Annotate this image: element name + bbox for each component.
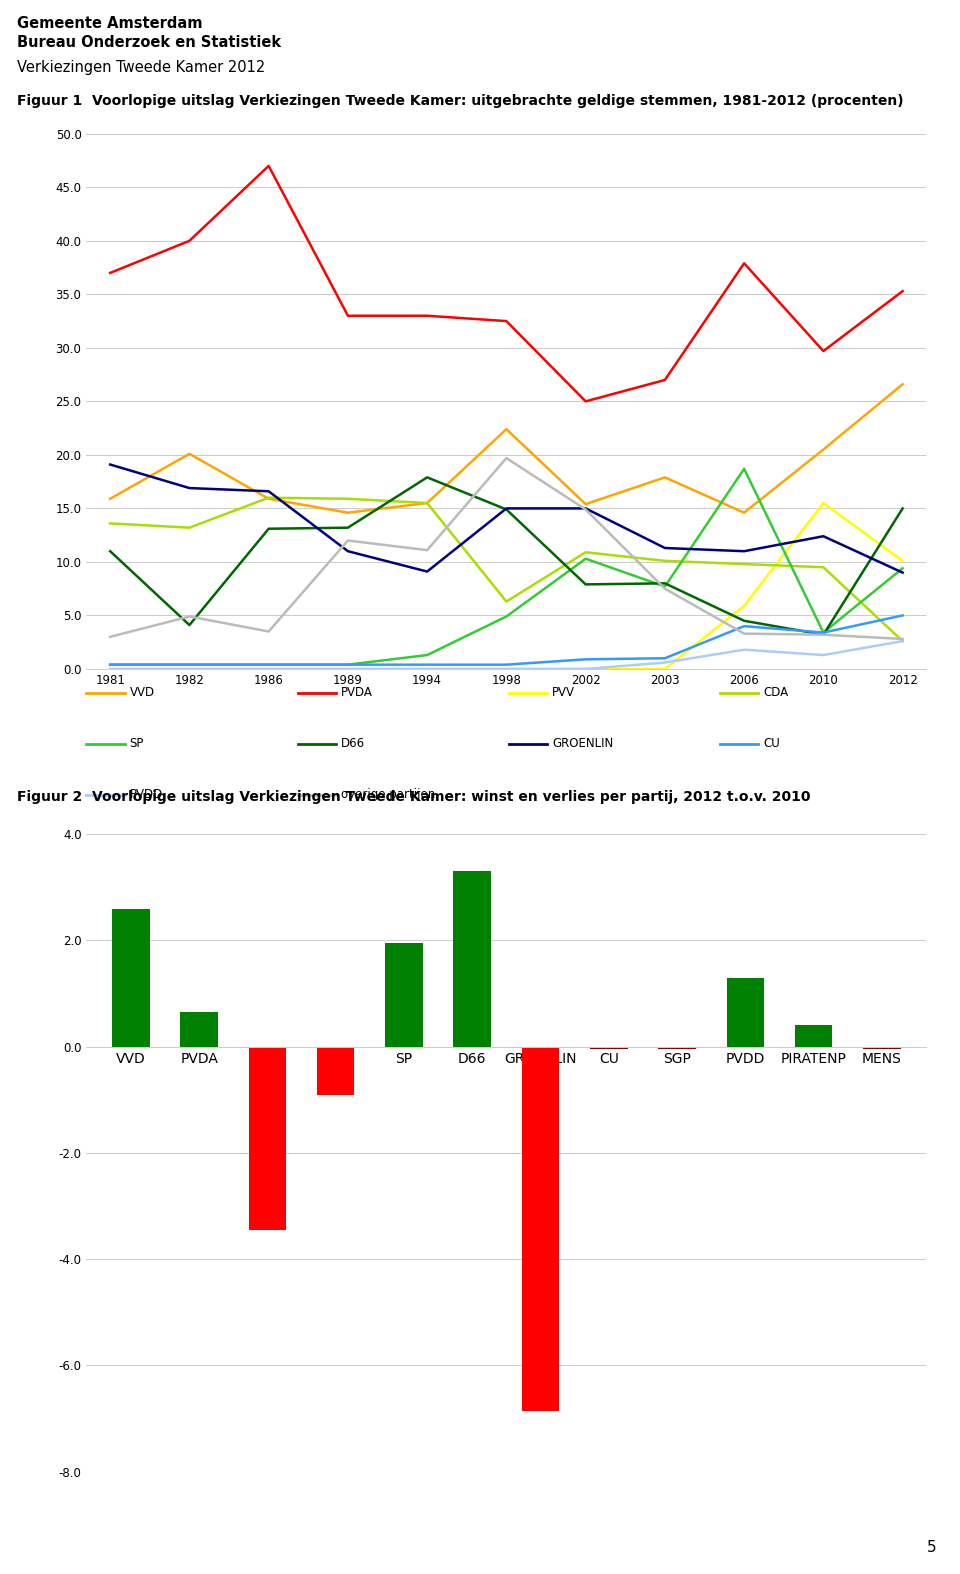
Text: VVD: VVD bbox=[130, 686, 155, 699]
Bar bbox=[522, 1047, 560, 1410]
Bar bbox=[590, 1047, 628, 1050]
Text: GROENLIN: GROENLIN bbox=[552, 737, 613, 751]
Text: overige partijen: overige partijen bbox=[341, 789, 435, 801]
Text: 5: 5 bbox=[926, 1539, 936, 1555]
Bar bbox=[112, 908, 150, 1047]
Bar bbox=[453, 872, 491, 1047]
Bar bbox=[863, 1047, 900, 1050]
Text: SP: SP bbox=[130, 737, 144, 751]
Bar bbox=[317, 1047, 354, 1094]
Text: Figuur 1  Voorlopige uitslag Verkiezingen Tweede Kamer: uitgebrachte geldige ste: Figuur 1 Voorlopige uitslag Verkiezingen… bbox=[17, 94, 904, 109]
Bar bbox=[659, 1047, 696, 1050]
Text: PVV: PVV bbox=[552, 686, 575, 699]
Text: Verkiezingen Tweede Kamer 2012: Verkiezingen Tweede Kamer 2012 bbox=[17, 60, 266, 76]
Text: D66: D66 bbox=[341, 737, 365, 751]
Bar bbox=[795, 1026, 832, 1047]
Text: CDA: CDA bbox=[763, 686, 788, 699]
Text: PVDD: PVDD bbox=[130, 789, 163, 801]
Bar bbox=[180, 1012, 218, 1047]
Bar bbox=[727, 977, 764, 1047]
Text: Bureau Onderzoek en Statistiek: Bureau Onderzoek en Statistiek bbox=[17, 35, 281, 50]
Text: CU: CU bbox=[763, 737, 780, 751]
Bar bbox=[249, 1047, 286, 1229]
Bar bbox=[385, 943, 422, 1047]
Text: Gemeente Amsterdam: Gemeente Amsterdam bbox=[17, 16, 203, 31]
Text: PVDA: PVDA bbox=[341, 686, 372, 699]
Text: Figuur 2  Voorlopige uitslag Verkiezingen Tweede Kamer: winst en verlies per par: Figuur 2 Voorlopige uitslag Verkiezingen… bbox=[17, 790, 811, 804]
